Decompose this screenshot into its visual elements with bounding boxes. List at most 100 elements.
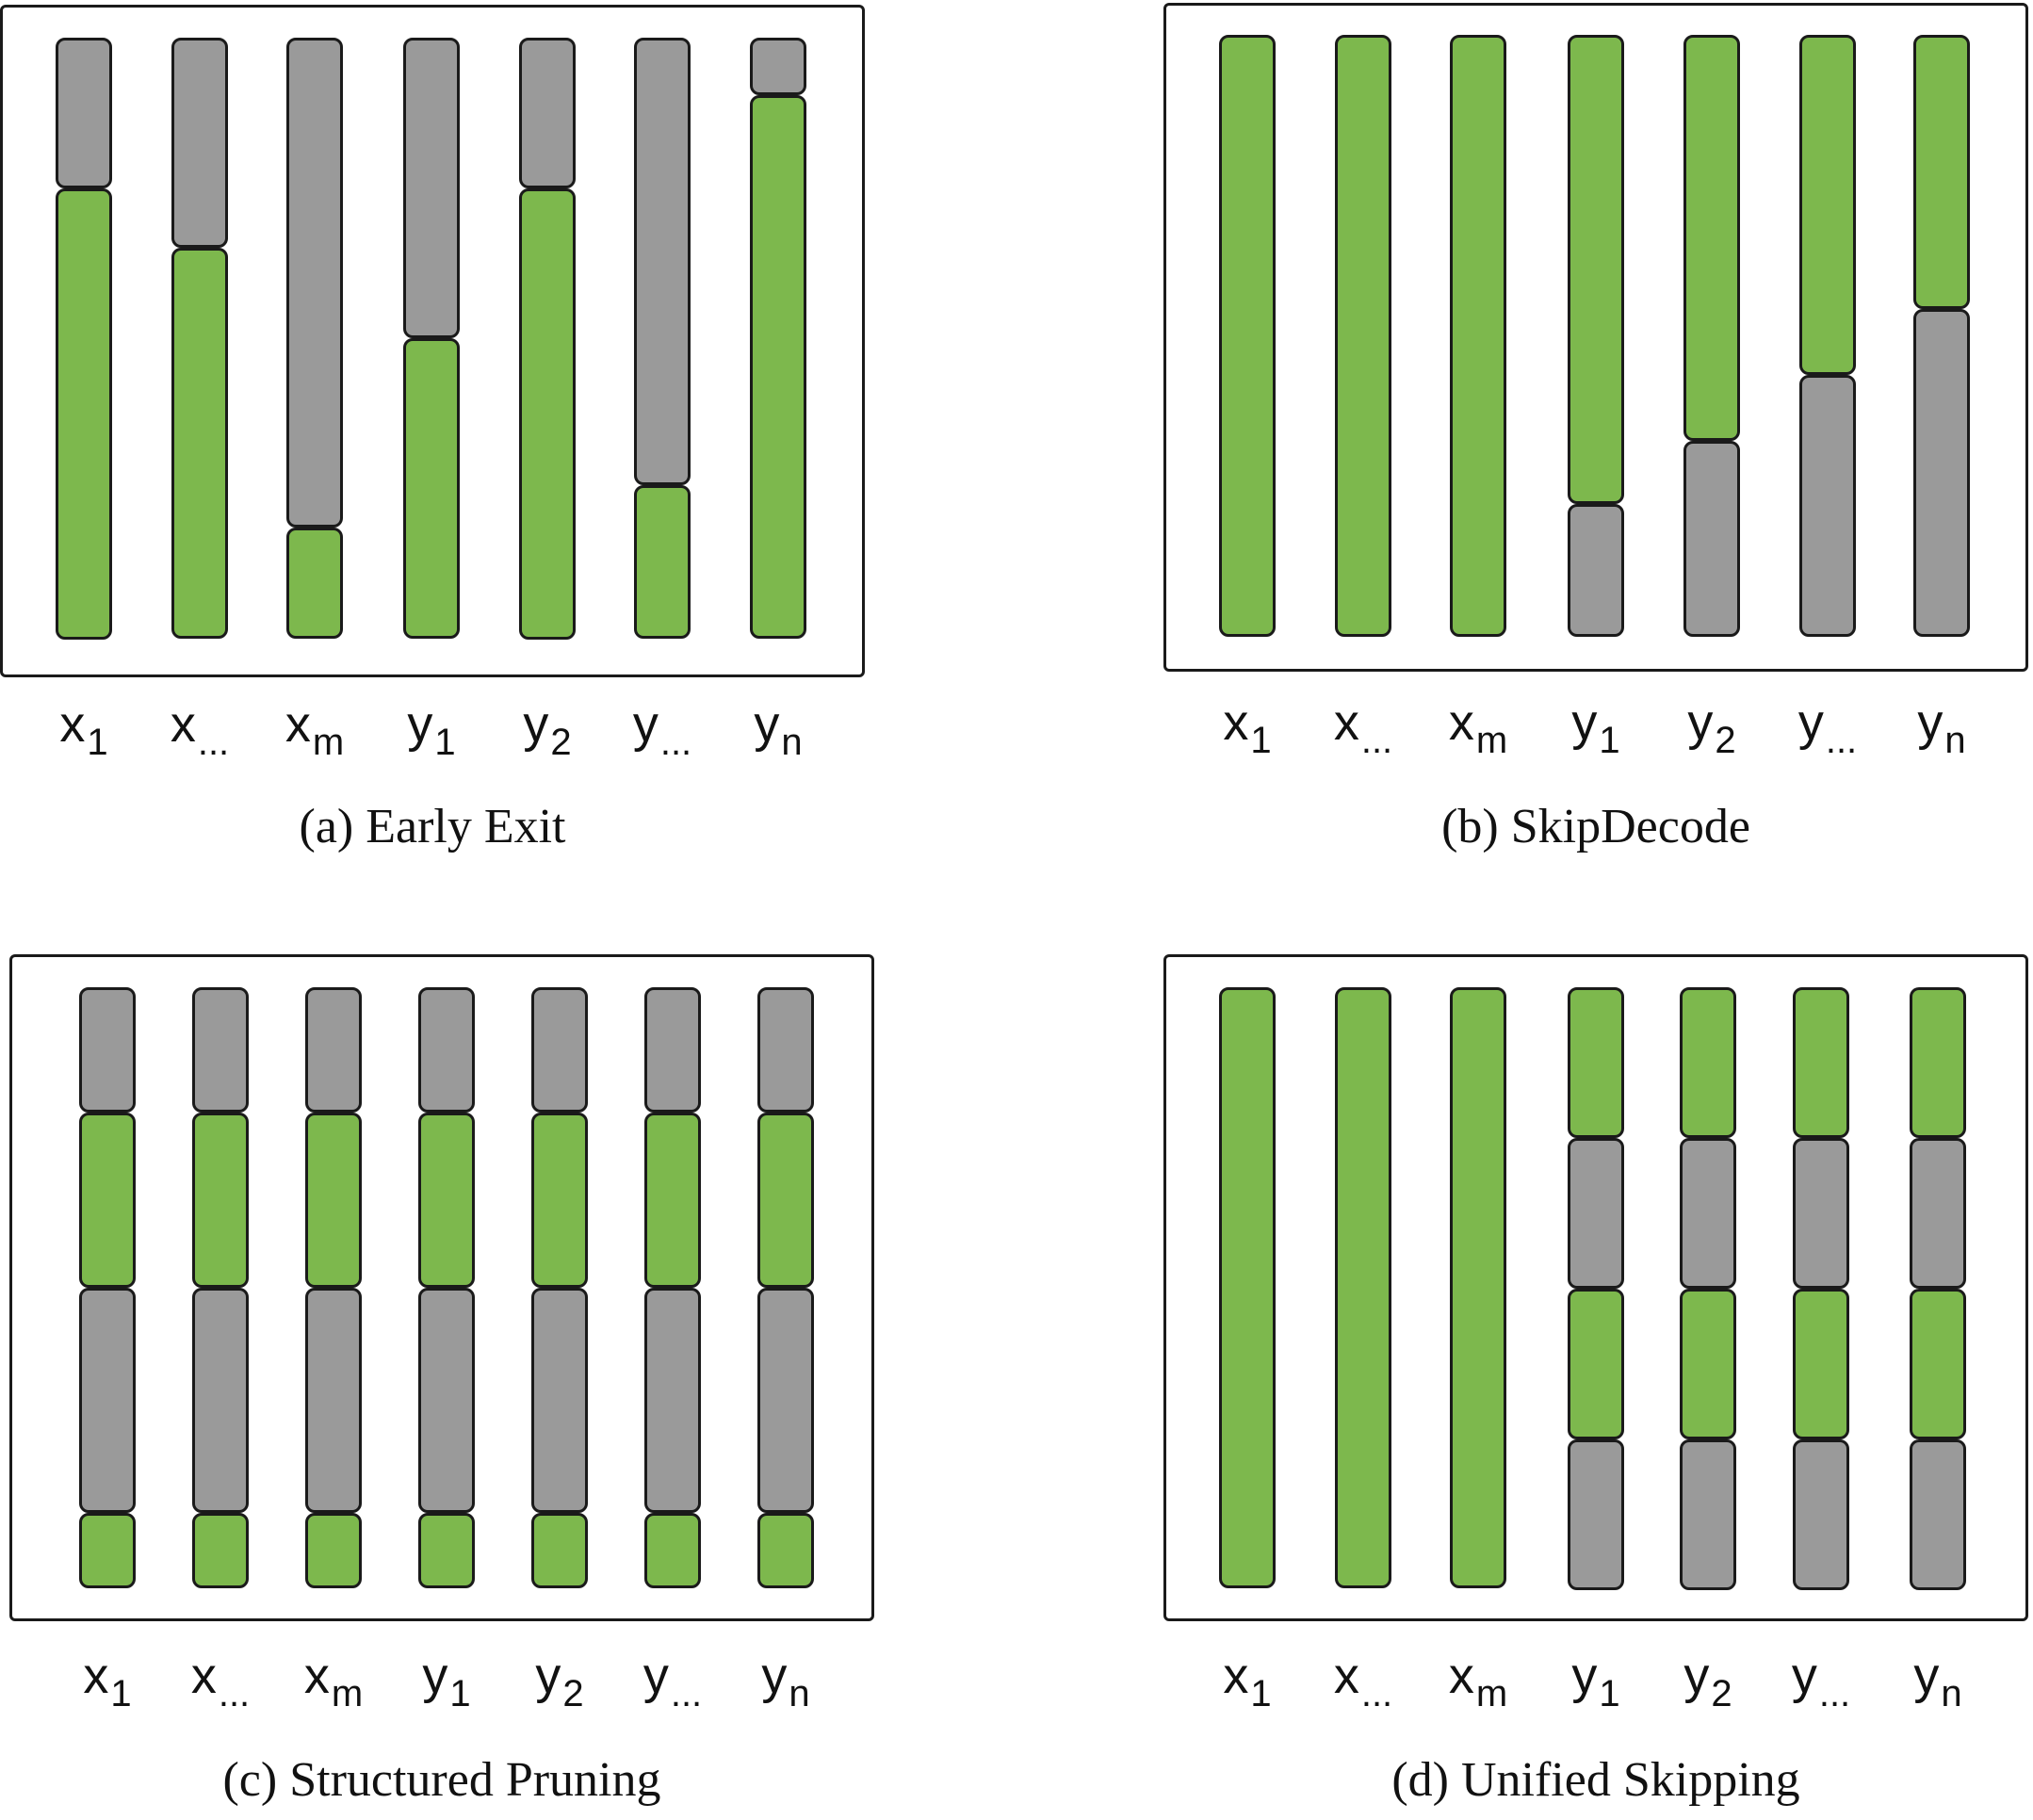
panel-b-token-label-6: y... bbox=[1797, 694, 1857, 759]
panel-b-token-label-3: xm bbox=[1448, 694, 1507, 759]
panel-a-token-label-2: x... bbox=[171, 699, 229, 761]
token-subscript: ... bbox=[1360, 1673, 1393, 1714]
panel-b-token-label-4: y1 bbox=[1571, 694, 1619, 759]
panel-b-col-7-segment-1-active bbox=[1913, 35, 1970, 309]
panel-b-col-6-segment-2-skipped bbox=[1799, 375, 1856, 637]
token-base: y bbox=[632, 696, 659, 753]
token-base: y bbox=[1917, 694, 1944, 751]
token-subscript: 2 bbox=[562, 1673, 584, 1714]
token-base: x bbox=[1448, 1648, 1474, 1704]
token-base: y bbox=[422, 1648, 448, 1704]
panel-c-col-7-segment-3-skipped bbox=[757, 1288, 814, 1513]
panel-b-col-7-segment-2-skipped bbox=[1913, 309, 1970, 637]
panel-c-col-7-segment-4-active bbox=[757, 1513, 814, 1588]
panel-b-token-label-1: x1 bbox=[1223, 694, 1271, 759]
token-base: y bbox=[1571, 694, 1598, 751]
panel-d-col-6-segment-3-active bbox=[1793, 1289, 1849, 1439]
panel-c-col-5-segment-2-active bbox=[531, 1113, 588, 1288]
token-base: x bbox=[1223, 694, 1249, 751]
token-subscript: 2 bbox=[1715, 720, 1736, 761]
panel-d-col-1-segment-1-active bbox=[1219, 987, 1276, 1588]
token-subscript: ... bbox=[1818, 1673, 1851, 1714]
panel-c-col-3-segment-1-skipped bbox=[305, 987, 362, 1113]
token-base: y bbox=[642, 1648, 669, 1704]
token-subscript: ... bbox=[1825, 720, 1858, 761]
panel-c-col-3-segment-4-active bbox=[305, 1513, 362, 1588]
token-subscript: 1 bbox=[434, 722, 456, 763]
token-base: x bbox=[1448, 694, 1474, 751]
panel-d-token-label-1: x1 bbox=[1223, 1650, 1271, 1713]
token-subscript: ... bbox=[670, 1673, 703, 1714]
panel-c-col-3-segment-2-active bbox=[305, 1113, 362, 1288]
panel-c-token-label-5: y2 bbox=[535, 1648, 583, 1713]
panel-c-col-2-segment-3-skipped bbox=[192, 1288, 249, 1513]
panel-c-col-4-segment-1-skipped bbox=[418, 987, 475, 1113]
panel-a-col-1-segment-2-active bbox=[56, 188, 112, 640]
panel-d-col-5-segment-3-active bbox=[1680, 1289, 1736, 1439]
panel-b-token-label-7: yn bbox=[1917, 694, 1965, 759]
token-subscript: 1 bbox=[1599, 1673, 1620, 1714]
panel-c-col-4-segment-3-skipped bbox=[418, 1288, 475, 1513]
panel-c-caption: (c) Structured Pruning bbox=[222, 1753, 661, 1807]
token-base: y bbox=[1683, 1648, 1710, 1704]
token-base: y bbox=[754, 696, 780, 753]
panel-d-token-label-2: x... bbox=[1333, 1648, 1392, 1713]
panel-a-col-7-segment-1-skipped bbox=[750, 38, 806, 95]
panel-a-token-label-6: y... bbox=[632, 696, 691, 761]
token-subscript: ... bbox=[659, 722, 692, 763]
panel-b-col-3-segment-1-active bbox=[1450, 35, 1506, 637]
token-subscript: ... bbox=[1360, 720, 1393, 761]
panel-b-col-5-segment-2-skipped bbox=[1683, 441, 1740, 637]
panel-a-col-2-segment-1-skipped bbox=[171, 38, 228, 248]
panel-d-col-4-segment-4-skipped bbox=[1568, 1439, 1624, 1590]
panel-a-col-6-segment-2-active bbox=[634, 485, 691, 639]
panel-c-col-2-segment-1-skipped bbox=[192, 987, 249, 1113]
panel-c-col-5-segment-3-skipped bbox=[531, 1288, 588, 1513]
panel-d-col-6-segment-1-active bbox=[1793, 987, 1849, 1138]
token-subscript: 1 bbox=[449, 1673, 471, 1714]
panel-d-token-label-3: xm bbox=[1448, 1648, 1507, 1713]
token-base: x bbox=[1333, 1648, 1359, 1704]
token-base: y bbox=[535, 1648, 561, 1704]
panel-c-col-6-segment-2-active bbox=[644, 1113, 701, 1288]
token-subscript: 1 bbox=[1250, 720, 1272, 761]
panel-d-col-3-segment-1-active bbox=[1450, 987, 1506, 1588]
panel-d-col-6-segment-2-skipped bbox=[1793, 1138, 1849, 1289]
panel-d-col-5-segment-4-skipped bbox=[1680, 1439, 1736, 1590]
token-base: x bbox=[190, 1648, 217, 1704]
panel-a-col-4-segment-2-active bbox=[403, 338, 460, 639]
token-base: y bbox=[523, 696, 549, 753]
token-base: y bbox=[1797, 694, 1824, 751]
panel-c-token-label-6: y... bbox=[642, 1648, 702, 1713]
panel-d-caption: (d) Unified Skipping bbox=[1391, 1753, 1800, 1807]
token-subscript: n bbox=[789, 1673, 810, 1714]
panel-c-token-label-4: y1 bbox=[422, 1648, 470, 1713]
panel-b-col-6-segment-1-active bbox=[1799, 35, 1856, 375]
panel-d-col-7-segment-3-active bbox=[1910, 1289, 1966, 1439]
token-subscript: 2 bbox=[1711, 1673, 1732, 1714]
panel-c-col-2-segment-4-active bbox=[192, 1513, 249, 1588]
panel-a-token-label-5: y2 bbox=[523, 696, 571, 761]
panel-b-col-5-segment-1-active bbox=[1683, 35, 1740, 441]
panel-c-col-7-segment-1-skipped bbox=[757, 987, 814, 1113]
panel-c-token-label-3: xm bbox=[303, 1648, 363, 1713]
panel-c-col-6-segment-1-skipped bbox=[644, 987, 701, 1113]
panel-a-token-label-4: y1 bbox=[407, 699, 455, 761]
token-base: x bbox=[1333, 694, 1359, 751]
token-base: x bbox=[303, 1648, 330, 1704]
panel-d-col-7-segment-1-active bbox=[1910, 987, 1966, 1138]
panel-c-token-label-2: x... bbox=[190, 1648, 250, 1713]
token-base: x bbox=[285, 696, 311, 753]
panel-a-token-label-1: x1 bbox=[59, 699, 107, 761]
panel-a-col-4-segment-1-skipped bbox=[403, 38, 460, 338]
panel-a-col-7-segment-2-active bbox=[750, 95, 806, 639]
panel-c-col-7-segment-2-active bbox=[757, 1113, 814, 1288]
panel-c-token-label-1: x1 bbox=[83, 1650, 131, 1713]
token-base: y bbox=[1791, 1648, 1817, 1704]
panel-d-token-label-6: y... bbox=[1791, 1648, 1850, 1713]
panel-b-col-4-segment-2-skipped bbox=[1568, 504, 1624, 637]
panel-a-col-1-segment-1-skipped bbox=[56, 38, 112, 188]
token-subscript: 1 bbox=[1599, 720, 1620, 761]
token-base: y bbox=[1687, 694, 1714, 751]
